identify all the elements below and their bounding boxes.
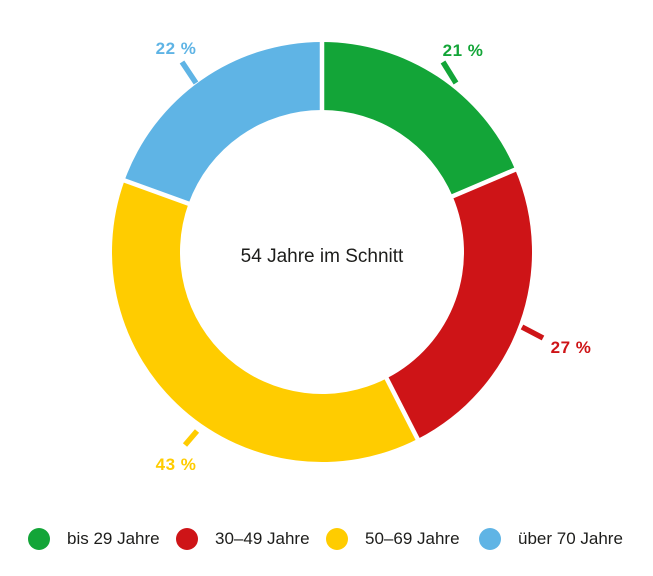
center-label: 54 Jahre im Schnitt [240,246,404,267]
segment-gap [382,373,422,444]
donut-segment-0 [322,42,516,197]
label-tick-3 [179,60,199,85]
legend-dot-green [28,528,50,550]
legend-item-ueber-70: über 70 Jahre [479,527,623,551]
legend-item-50-69: 50–69 Jahre [326,527,460,551]
legend-label: 30–49 Jahre [215,529,310,548]
donut-segment-3 [124,42,322,204]
percent-label-blue: 22 % [155,39,197,58]
percent-label-red: 27 % [550,338,592,357]
legend-dot-blue [479,528,501,550]
segment-gap [448,165,520,200]
donut-segment-2 [111,180,418,463]
label-tick-2 [182,429,200,447]
legend-item-30-49: 30–49 Jahre [176,527,310,551]
legend-label: 50–69 Jahre [365,529,460,548]
legend-item-bis-29: bis 29 Jahre [28,527,160,551]
legend-label: bis 29 Jahre [67,529,160,548]
label-tick-0 [440,60,459,85]
legend-dot-yellow [326,528,348,550]
legend-dot-red [176,528,198,550]
percent-label-green: 21 % [442,41,484,60]
segment-gap [120,177,194,208]
legend-label: über 70 Jahre [518,529,623,548]
percent-label-yellow: 43 % [155,455,197,474]
donut-segment-1 [386,169,532,439]
label-tick-1 [520,324,545,341]
